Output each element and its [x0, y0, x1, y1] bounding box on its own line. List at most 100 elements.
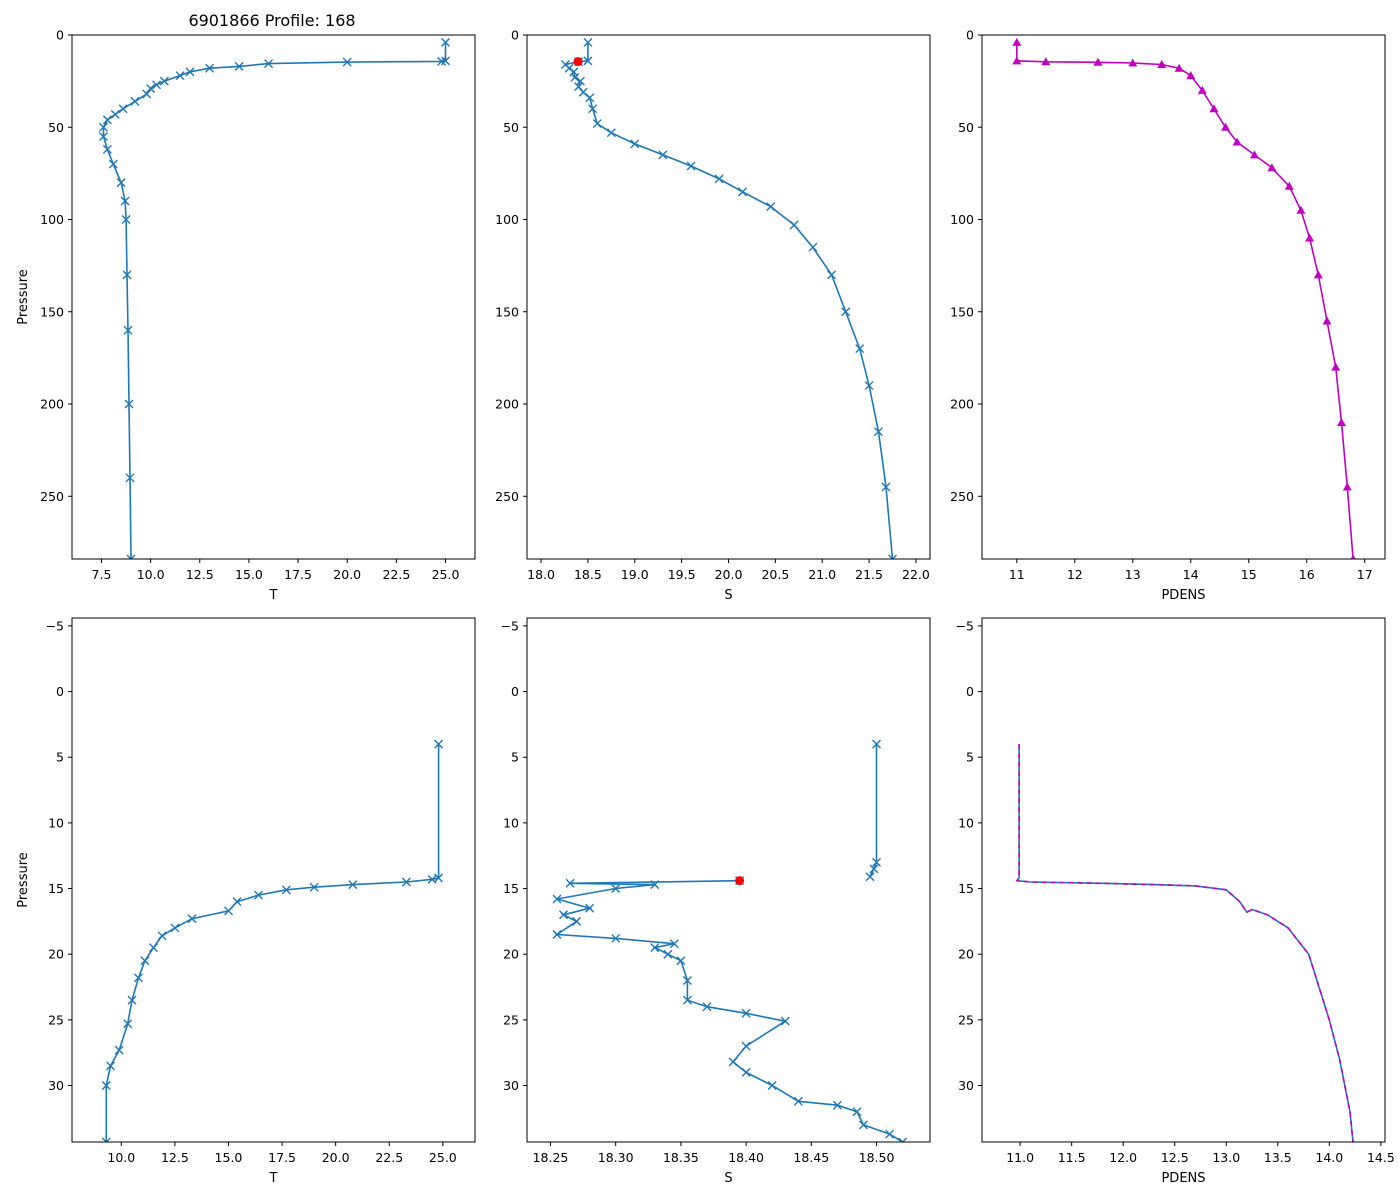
x-tick-label: 12: [1067, 567, 1083, 582]
plot-area: [1012, 37, 1356, 559]
data-point: [102, 115, 112, 125]
y-tick-label: 5: [511, 750, 519, 765]
data-point: [1305, 233, 1315, 242]
data-point: [123, 1019, 133, 1029]
x-tick-label: 10.0: [137, 567, 165, 582]
data-point: [714, 174, 724, 184]
data-point: [898, 1137, 908, 1142]
data-point: [1296, 205, 1306, 214]
y-tick-label: 250: [40, 489, 64, 504]
data-point: [1342, 482, 1352, 491]
data-point: [157, 931, 167, 941]
plot-area: [1015, 744, 1354, 1142]
y-tick-label: 25: [958, 1012, 974, 1027]
data-point: [264, 59, 274, 69]
x-tick-label: 12.5: [1161, 1150, 1189, 1165]
data-point: [254, 890, 263, 900]
y-tick-label: 250: [495, 489, 519, 504]
x-tick-label: 15.0: [215, 1150, 243, 1165]
subplot-bottom-S: 18.25 18.30 18.35 18.40 18.45 18.50 −5 0 5 10 15 20…: [501, 617, 931, 1186]
y-tick-label: 15: [48, 881, 64, 896]
y-tick-label: 150: [40, 304, 64, 319]
data-point: [148, 943, 158, 953]
data-point: [140, 956, 150, 966]
data-point: [663, 949, 673, 959]
data-point: [606, 128, 616, 138]
data-point: [223, 906, 233, 916]
data-point: [101, 1081, 111, 1091]
data-point: [309, 882, 319, 892]
data-point: [858, 1120, 868, 1130]
data-point: [572, 916, 582, 926]
data-point: [185, 67, 195, 77]
data-point: [676, 956, 686, 966]
data-point: [873, 427, 883, 437]
data-point: [611, 933, 621, 943]
data-point: [234, 61, 244, 71]
data-point: [159, 76, 169, 86]
subplot-bottom-PDENS: 11.0 11.5 12.0 12.5 13.0 13.5 14.0 14.5 −5 0 5 10 15…: [956, 617, 1395, 1186]
data-point: [1267, 163, 1277, 172]
x-tick-label: 14.5: [1367, 1150, 1395, 1165]
data-point: [738, 187, 748, 197]
data-point: [592, 119, 602, 129]
x-tick-label: 18.40: [728, 1150, 764, 1165]
x-axis-label: PDENS: [1161, 588, 1205, 603]
data-point: [114, 1045, 124, 1055]
data-point: [116, 178, 126, 188]
axes-frame: [71, 34, 476, 560]
data-point: [1322, 316, 1332, 325]
y-tick-label: 25: [503, 1012, 519, 1027]
data-point: [575, 76, 585, 86]
data-point: [552, 894, 562, 904]
data-point: [611, 884, 621, 894]
data-point: [120, 196, 130, 206]
data-point: [855, 344, 865, 354]
data-point: [1041, 57, 1051, 66]
data-point: [441, 37, 451, 47]
y-tick-label: −5: [46, 618, 64, 633]
x-tick-label: 22.0: [902, 567, 930, 582]
y-tick-label: 0: [56, 684, 64, 699]
data-point: [1012, 37, 1022, 46]
plot-area: [560, 37, 898, 559]
series-line-T: [102, 42, 447, 559]
data-point: [130, 96, 140, 106]
data-point: [123, 325, 133, 335]
data-point: [434, 739, 444, 749]
data-point: [658, 150, 668, 160]
x-tick-label: 21.5: [855, 567, 883, 582]
data-point: [152, 80, 162, 90]
data-point: [127, 995, 137, 1005]
series-line-S: [563, 42, 894, 559]
data-point: [741, 1008, 751, 1018]
series-line-S-surface: [869, 744, 878, 878]
series-line-PDENS: [1016, 42, 1354, 559]
y-tick-label: 50: [958, 120, 974, 135]
plot-area: [552, 739, 908, 1142]
x-tick-label: 18.30: [598, 1150, 634, 1165]
data-point: [232, 897, 242, 907]
data-point: [101, 1137, 111, 1142]
x-tick-label: 15.0: [235, 567, 263, 582]
series-line-PDENS: [1015, 744, 1354, 1142]
subplot-bottom-T: 10.0 12.5 15.0 17.5 20.0 22.5 25.0 −5 0 5 10 15 20 25…: [16, 617, 476, 1186]
plot-area: [98, 37, 451, 559]
data-point: [102, 144, 112, 154]
data-point: [1313, 270, 1323, 279]
data-point: [650, 943, 660, 953]
x-axis-label: T: [269, 588, 278, 603]
axes-frame: [526, 34, 931, 560]
data-point: [588, 104, 598, 114]
y-tick-label: 20: [503, 947, 519, 962]
x-tick-label: 18.25: [533, 1150, 569, 1165]
data-point: [342, 57, 352, 67]
data-point: [869, 864, 879, 874]
y-tick-label: 150: [950, 304, 974, 319]
data-point: [126, 554, 136, 559]
axes-frame: [71, 617, 476, 1143]
y-tick-label: 0: [511, 28, 519, 43]
data-point: [583, 37, 593, 47]
data-point: [118, 104, 128, 114]
data-point: [872, 739, 882, 749]
